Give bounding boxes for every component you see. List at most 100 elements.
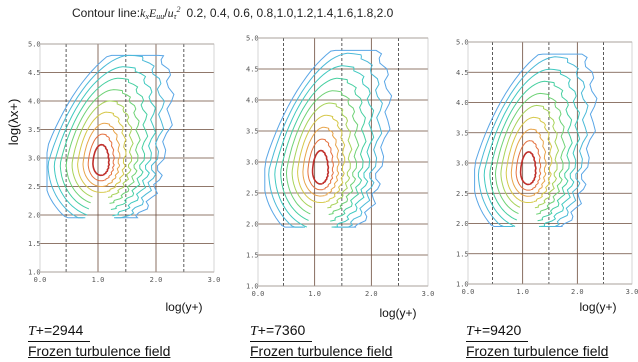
y-tick-label: 1.5 (456, 250, 469, 258)
header-u-sub: τ (174, 12, 178, 21)
x-axis-label: log(y+) (379, 306, 416, 320)
contour-panels: 1.01.52.02.53.03.54.04.55.00.0 1.0 2.0 3.0l… (28, 35, 638, 321)
y-tick-label: 3.0 (456, 160, 469, 168)
contour-level-1 (285, 90, 360, 215)
caption-1-field: Frozen turbulence field (28, 343, 171, 359)
caption-1-rule (28, 341, 90, 342)
y-tick-label: 3.5 (456, 129, 469, 137)
header-E: E (148, 6, 157, 20)
y-tick-label: 1.0 (456, 281, 469, 289)
header-levels: 0.2, 0.4, 0.6, 0.8,1.0,1.2,1.4,1.6,1.8,2… (187, 6, 394, 20)
y-tick-label: 3.0 (28, 155, 41, 163)
y-tick-label: 2.5 (246, 190, 259, 198)
plot-frame (39, 43, 215, 273)
contour-level-1-4 (77, 111, 127, 193)
contour-panel-3: 1.01.52.02.53.03.54.04.55.00.0 1.0 2.0 3.0l… (456, 39, 638, 315)
y-tick-label: 5.0 (246, 35, 259, 43)
y-tick-label: 4.0 (456, 99, 469, 107)
x-tick-label: 1.0 (516, 288, 529, 296)
header-contour-line: Contour line:kxEuu/uτ2 0.2, 0.4, 0.6, 0.8… (72, 5, 394, 21)
y-axis-label: log(λx+) (6, 99, 21, 146)
header-E-sub: uu (156, 12, 164, 21)
contour-level-0-2 (264, 49, 393, 228)
y-tick-label: 2.0 (246, 221, 259, 229)
x-tick-label: 3.0 (626, 288, 638, 296)
y-tick-label: 1.5 (28, 240, 41, 248)
y-tick-label: 5.0 (28, 41, 41, 49)
caption-panel-1: T+=2944 Frozen turbulence field (28, 322, 170, 360)
caption-panel-3: T+=9420 Frozen turbulence field (466, 322, 608, 360)
contour-level-0-4 (477, 56, 589, 227)
y-tick-label: 2.5 (456, 190, 469, 198)
contour-level-1-2 (291, 102, 353, 209)
contour-level-1-8 (307, 138, 334, 191)
y-tick-label: 4.0 (246, 97, 259, 105)
contour-level-0-8 (280, 77, 367, 222)
header-u: u (168, 6, 174, 20)
contour-level-0-4 (268, 52, 383, 228)
contour-panel-1: 1.01.52.02.53.03.54.04.55.00.0 1.0 2.0 3.0l… (28, 41, 220, 315)
x-tick-label: 1.0 (92, 276, 105, 284)
contour-level-1-6 (510, 128, 547, 197)
y-tick-label: 4.5 (456, 69, 469, 77)
x-tick-label: 2.0 (365, 290, 378, 298)
header-sup: 2 (177, 5, 181, 14)
contour-panel-2: 1.01.52.02.53.03.54.04.55.00.0 1.0 2.0 3.0l… (246, 35, 434, 321)
x-tick-label: 0.0 (34, 276, 47, 284)
contour-level-0-8 (489, 80, 573, 222)
x-axis-label: log(y+) (579, 300, 616, 314)
caption-3-T-value: +=9420 (473, 322, 522, 338)
contour-level-0-2 (474, 53, 598, 227)
contour-level-1 (494, 92, 566, 215)
y-tick-label: 2.0 (456, 220, 469, 228)
caption-1-T-value: +=2944 (35, 322, 84, 338)
y-tick-label: 2.0 (28, 212, 41, 220)
contour-level-1-6 (82, 122, 121, 188)
contour-level-2 (519, 151, 537, 186)
x-tick-label: 2.0 (150, 276, 163, 284)
y-tick-label: 3.0 (246, 159, 259, 167)
x-tick-label: 0.0 (462, 288, 475, 296)
caption-3-rule (466, 341, 528, 342)
plot-frame (257, 37, 429, 287)
contour-level-1-8 (87, 133, 115, 182)
contour-level-2 (311, 149, 330, 185)
contour-level-0-6 (53, 66, 157, 217)
contour-level-1-2 (71, 100, 134, 198)
header-k: k (140, 6, 146, 20)
contour-level-1-4 (505, 116, 553, 203)
caption-1-T: T (28, 324, 36, 339)
x-tick-label: 3.0 (422, 290, 435, 298)
contour-level-2 (92, 143, 111, 177)
y-tick-label: 4.5 (246, 66, 259, 74)
contour-level-1-2 (500, 104, 560, 209)
y-tick-label: 3.5 (28, 126, 41, 134)
contour-level-1-4 (297, 114, 346, 204)
caption-2-T: T (250, 324, 258, 339)
x-axis-label: log(y+) (165, 300, 202, 314)
contour-level-0-8 (59, 77, 149, 210)
x-tick-label: 2.0 (571, 288, 584, 296)
header-prefix: Contour line: (72, 6, 140, 20)
caption-2-field: Frozen turbulence field (250, 343, 393, 359)
header-k-sub: x (144, 12, 149, 21)
y-tick-label: 4.0 (28, 98, 41, 106)
caption-2-rule (250, 341, 312, 342)
contour-level-0-4 (47, 54, 165, 219)
caption-3-T: T (466, 324, 474, 339)
plot-frame (467, 41, 633, 285)
caption-2-T-value: +=7360 (257, 322, 306, 338)
contour-level-0-6 (274, 65, 375, 228)
caption-panel-2: T+=7360 Frozen turbulence field (250, 322, 392, 360)
y-tick-label: 1.5 (246, 252, 259, 260)
y-tick-label: 1.0 (246, 283, 259, 291)
y-tick-label: 5.0 (456, 39, 469, 47)
y-tick-label: 3.5 (246, 128, 259, 136)
header-slash: / (164, 6, 168, 20)
contour-level-0-6 (483, 68, 581, 227)
y-tick-label: 4.5 (28, 69, 41, 77)
y-tick-label: 2.5 (28, 183, 41, 191)
caption-3-field: Frozen turbulence field (466, 343, 609, 359)
